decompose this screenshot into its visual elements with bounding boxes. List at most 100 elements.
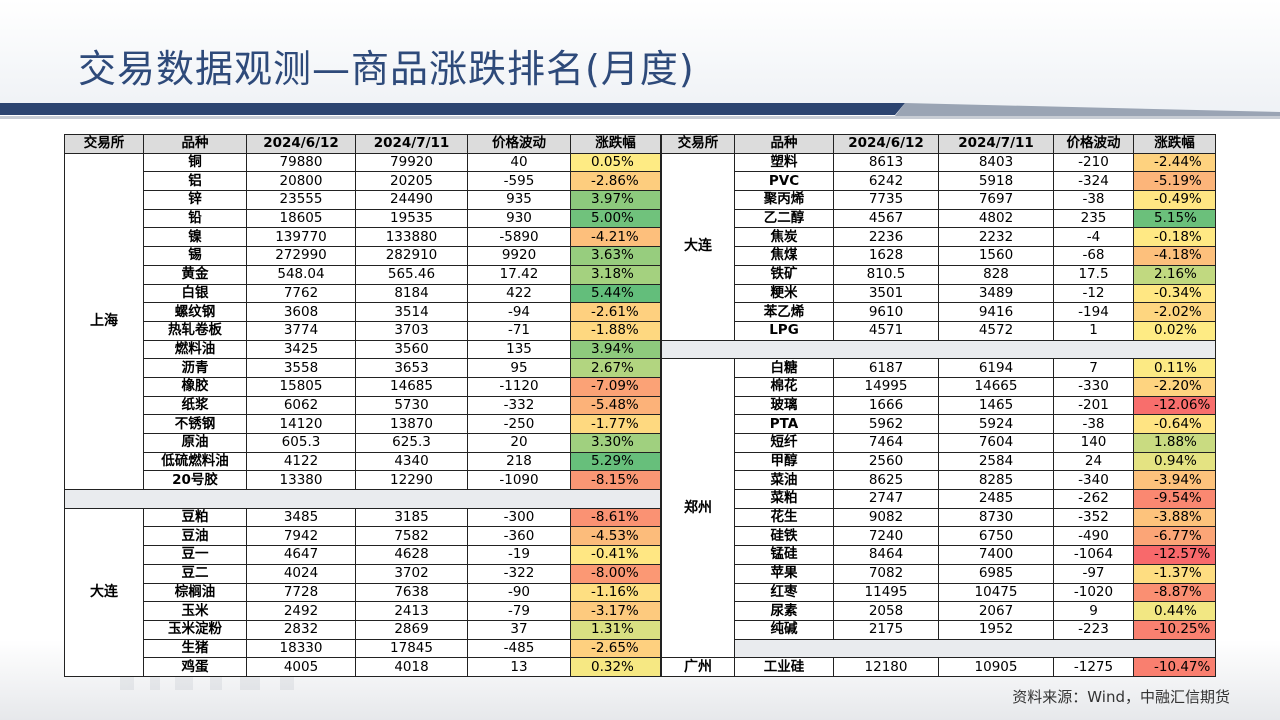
price-2024-7-11: 3703	[355, 320, 468, 341]
group-separator-row	[64, 489, 661, 509]
price-2024-6-12: 4647	[246, 545, 356, 565]
price-change: 24	[1053, 451, 1134, 472]
change-pct: -2.20%	[1133, 376, 1216, 397]
price-2024-6-12: 2832	[246, 619, 356, 640]
price-2024-7-11: 2584	[938, 451, 1054, 472]
table-row: 上海铜 79880 79920 40 0.05%	[64, 152, 661, 491]
price-2024-7-11: 8403	[938, 152, 1054, 173]
change-pct: -2.02%	[1133, 302, 1216, 322]
table-row: 橡胶 15805 14685 -1120 -7.09%	[65, 376, 661, 397]
product-name: 白银	[143, 283, 247, 304]
product-name: 生猪	[143, 638, 247, 659]
price-2024-7-11: 5924	[938, 414, 1054, 434]
change-pct: -4.18%	[1133, 246, 1216, 266]
product-name: 玻璃	[734, 395, 834, 416]
product-name: 锰硅	[734, 545, 834, 565]
price-2024-7-11: 3560	[355, 339, 468, 360]
price-change: 930	[467, 208, 571, 229]
table-row: 大连 豆粕 3485 3185 -300 -8.61%	[64, 507, 661, 677]
change-pct: 3.30%	[570, 433, 661, 453]
price-2024-7-11: 7400	[938, 545, 1054, 565]
change-pct: -0.64%	[1133, 414, 1216, 434]
price-2024-6-12: 7762	[246, 283, 356, 304]
price-2024-7-11: 4802	[938, 208, 1054, 229]
price-2024-6-12: 3501	[833, 283, 939, 304]
price-change: -38	[1053, 190, 1134, 210]
table-row: 沥青 3558 3653 95 2.67%	[65, 358, 661, 378]
price-2024-6-12: 3485	[246, 507, 356, 528]
product-name: 甲醇	[734, 451, 834, 472]
price-change: -1064	[1053, 545, 1134, 565]
price-2024-7-11: 3514	[355, 302, 468, 322]
price-2024-6-12: 14120	[246, 414, 356, 434]
change-pct: 0.02%	[1133, 320, 1216, 341]
table-row: 白银 7762 8184 422 5.44%	[65, 283, 661, 304]
table-row: 原油 605.3 625.3 20 3.30%	[65, 433, 661, 453]
price-change: -71	[467, 320, 571, 341]
price-2024-7-11: 1465	[938, 395, 1054, 416]
header-exchange: 交易所	[64, 134, 144, 154]
product-name: 铝	[143, 171, 247, 192]
price-change: -38	[1053, 414, 1134, 434]
price-2024-7-11: 565.46	[355, 264, 468, 285]
product-name: 锡	[143, 246, 247, 266]
change-pct: -9.54%	[1133, 489, 1216, 509]
price-2024-7-11: 2485	[938, 489, 1054, 509]
price-2024-6-12: 4571	[833, 320, 939, 341]
header-price-change: 价格波动	[467, 134, 571, 154]
change-pct: -10.47%	[1133, 657, 1216, 677]
product-name: 纯碱	[734, 619, 834, 640]
price-2024-6-12: 2236	[833, 227, 939, 248]
price-2024-6-12: 2747	[833, 489, 939, 509]
price-change: -94	[467, 302, 571, 322]
header-date1: 2024/6/12	[246, 134, 356, 154]
header-band	[0, 103, 905, 115]
group-separator-row	[662, 638, 1216, 659]
price-change: -485	[467, 638, 571, 659]
price-2024-7-11: 5730	[355, 395, 468, 416]
price-change: -250	[467, 414, 571, 434]
price-change: -322	[467, 563, 571, 584]
price-change: -194	[1053, 302, 1134, 322]
exchange-cell: 广州	[661, 657, 735, 677]
price-change: -79	[467, 601, 571, 621]
price-2024-6-12: 3425	[246, 339, 356, 360]
change-pct: 0.44%	[1133, 601, 1216, 621]
change-pct: -5.19%	[1133, 171, 1216, 192]
price-2024-7-11: 7638	[355, 582, 468, 603]
change-pct: -1.16%	[570, 582, 661, 603]
price-2024-6-12: 23555	[246, 190, 356, 210]
table-row: 豆二 4024 3702 -322 -8.00%	[65, 563, 661, 584]
table-row: 低硫燃料油 4122 4340 218 5.29%	[65, 451, 661, 472]
price-change: -4	[1053, 227, 1134, 248]
price-change: 135	[467, 339, 571, 360]
table-header-row: 交易所 品种 2024/6/12 2024/7/11 价格波动 涨跌幅	[661, 134, 1216, 154]
product-name: 热轧卷板	[143, 320, 247, 341]
price-2024-6-12: 548.04	[246, 264, 356, 285]
table-row: 铁矿 810.5 828 17.5 2.16%	[662, 264, 1216, 285]
price-change: -5890	[467, 227, 571, 248]
price-change: 140	[1053, 433, 1134, 453]
change-pct: -10.25%	[1133, 619, 1216, 640]
change-pct: -4.21%	[570, 227, 661, 248]
price-2024-6-12: 79880	[246, 152, 356, 173]
price-2024-6-12: 11495	[833, 582, 939, 603]
table-row: 螺纹钢 3608 3514 -94 -2.61%	[65, 302, 661, 322]
price-2024-7-11: 4572	[938, 320, 1054, 341]
table-row: 锰硅 8464 7400 -1064 -12.57%	[662, 545, 1216, 565]
price-change: -490	[1053, 526, 1134, 547]
change-pct: 0.11%	[1133, 358, 1216, 378]
price-2024-7-11: 2067	[938, 601, 1054, 621]
product-name: 花生	[734, 507, 834, 528]
table-row: 尿素 2058 2067 9 0.44%	[662, 601, 1216, 621]
table-row: PTA 5962 5924 -38 -0.64%	[662, 414, 1216, 434]
price-2024-7-11: 14665	[938, 376, 1054, 397]
header-change-pct: 涨跌幅	[570, 134, 661, 154]
price-2024-7-11: 10905	[938, 657, 1054, 677]
exchange-cell: 大连	[661, 152, 735, 341]
change-pct: 0.94%	[1133, 451, 1216, 472]
product-name: 铅	[143, 208, 247, 229]
table-row: 玉米 2492 2413 -79 -3.17%	[65, 601, 661, 621]
product-name: 不锈钢	[143, 414, 247, 434]
price-2024-6-12: 7735	[833, 190, 939, 210]
